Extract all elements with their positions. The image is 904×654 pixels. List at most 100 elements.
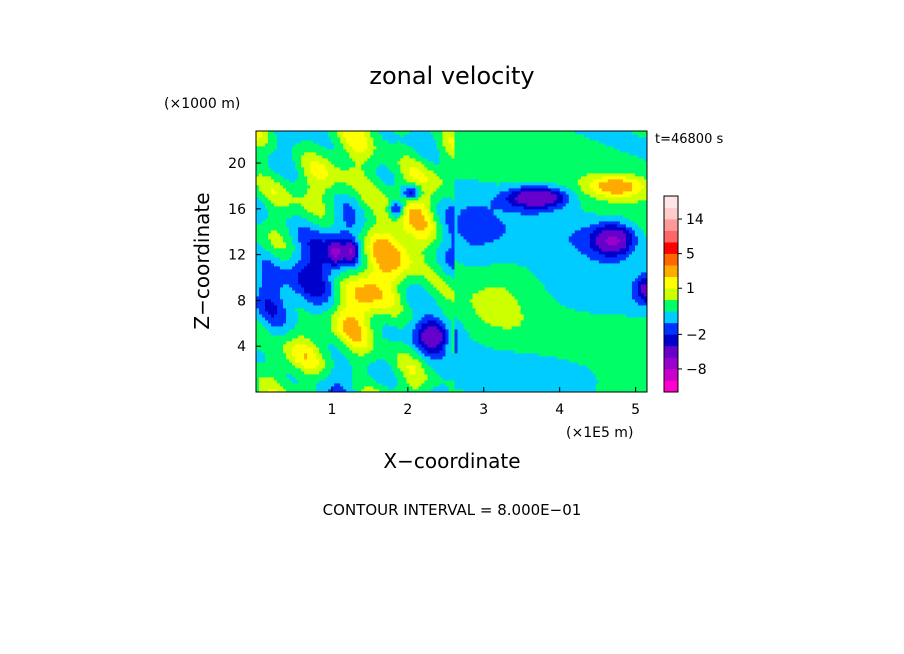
- heatmap-cell: [289, 212, 293, 216]
- heatmap-cell: [394, 209, 398, 213]
- heatmap-cell: [403, 338, 407, 342]
- heatmap-cell: [424, 173, 428, 177]
- heatmap-cell: [391, 209, 395, 213]
- heatmap-cell: [388, 191, 392, 195]
- heatmap-cell: [367, 320, 371, 324]
- heatmap-cell: [400, 374, 404, 378]
- heatmap-cell: [301, 242, 305, 246]
- heatmap-cell: [397, 302, 401, 306]
- heatmap-cell: [370, 251, 374, 255]
- heatmap-cell: [352, 191, 356, 195]
- heatmap-cell: [304, 272, 308, 276]
- heatmap-cell: [418, 227, 422, 231]
- heatmap-cell: [283, 362, 287, 366]
- heatmap-cell: [355, 344, 359, 348]
- heatmap-cell: [352, 278, 356, 282]
- heatmap-cell: [301, 350, 305, 354]
- heatmap-cell: [409, 380, 413, 384]
- heatmap-cell: [355, 164, 359, 168]
- heatmap-cell: [277, 338, 281, 342]
- heatmap-cell: [337, 350, 341, 354]
- heatmap-cell: [373, 383, 377, 387]
- heatmap-cell: [337, 224, 341, 228]
- heatmap-cell: [385, 182, 389, 186]
- heatmap-cell: [295, 263, 299, 267]
- heatmap-cell: [370, 248, 374, 252]
- heatmap-cell: [283, 194, 287, 198]
- heatmap-cell: [418, 248, 422, 252]
- heatmap-cell: [406, 158, 410, 162]
- heatmap-cell: [370, 200, 374, 204]
- heatmap-cell: [349, 209, 353, 213]
- heatmap-cell: [274, 260, 278, 264]
- heatmap-cell: [367, 170, 371, 174]
- heatmap-cell: [352, 338, 356, 342]
- heatmap-cell: [391, 278, 395, 282]
- heatmap-cell: [301, 134, 305, 138]
- heatmap-cell: [280, 188, 284, 192]
- heatmap-cell: [322, 215, 326, 219]
- heatmap-cell: [262, 131, 266, 135]
- heatmap-cell: [304, 314, 308, 318]
- heatmap-cell: [346, 242, 350, 246]
- heatmap-cell: [304, 326, 308, 330]
- heatmap-cell: [307, 296, 311, 300]
- heatmap-cell: [325, 239, 329, 243]
- heatmap-cell: [280, 218, 284, 222]
- heatmap-cell: [382, 188, 386, 192]
- heatmap-cell: [406, 203, 410, 207]
- heatmap-cell: [259, 227, 263, 231]
- heatmap-cell: [298, 212, 302, 216]
- heatmap-cell: [301, 224, 305, 228]
- heatmap-cell: [397, 248, 401, 252]
- heatmap-cell: [295, 287, 299, 291]
- heatmap-cell: [397, 314, 401, 318]
- heatmap-cell: [316, 254, 320, 258]
- heatmap-cell: [373, 374, 377, 378]
- heatmap-cell: [361, 173, 365, 177]
- heatmap-cell: [262, 158, 266, 162]
- heatmap-cell: [268, 209, 272, 213]
- heatmap-cell: [385, 278, 389, 282]
- heatmap-cell: [292, 350, 296, 354]
- heatmap-cell: [298, 371, 302, 375]
- heatmap-cell: [280, 158, 284, 162]
- heatmap-cell: [265, 380, 269, 384]
- heatmap-cell: [364, 389, 368, 392]
- heatmap-cell: [418, 368, 422, 372]
- heatmap-cell: [346, 149, 350, 153]
- heatmap-cell: [352, 365, 356, 369]
- heatmap-cell: [325, 266, 329, 270]
- heatmap-cell: [295, 251, 299, 255]
- heatmap-cell: [328, 389, 332, 392]
- heatmap-cell: [304, 218, 308, 222]
- heatmap-cell: [307, 344, 311, 348]
- heatmap-cell: [379, 203, 383, 207]
- heatmap-cell: [349, 242, 353, 246]
- heatmap-cell: [400, 161, 404, 165]
- heatmap-cell: [319, 149, 323, 153]
- heatmap-cell: [391, 335, 395, 339]
- heatmap-cell: [385, 257, 389, 261]
- heatmap-cell: [268, 248, 272, 252]
- heatmap-cell: [328, 230, 332, 234]
- heatmap-cell: [334, 134, 338, 138]
- heatmap-cell: [343, 176, 347, 180]
- heatmap-cell: [325, 137, 329, 141]
- heatmap-cell: [283, 158, 287, 162]
- heatmap-cell: [382, 335, 386, 339]
- heatmap-cell: [289, 383, 293, 387]
- heatmap-cell: [286, 335, 290, 339]
- heatmap-cell: [316, 362, 320, 366]
- heatmap-cell: [418, 194, 422, 198]
- heatmap-cell: [376, 389, 380, 392]
- heatmap-cell: [322, 305, 326, 309]
- heatmap-cell: [373, 329, 377, 333]
- heatmap-cell: [340, 326, 344, 330]
- heatmap-cell: [373, 254, 377, 258]
- heatmap-cell: [343, 350, 347, 354]
- heatmap-cell: [382, 227, 386, 231]
- heatmap-cell: [388, 173, 392, 177]
- heatmap-cell: [256, 236, 260, 240]
- heatmap-cell: [385, 230, 389, 234]
